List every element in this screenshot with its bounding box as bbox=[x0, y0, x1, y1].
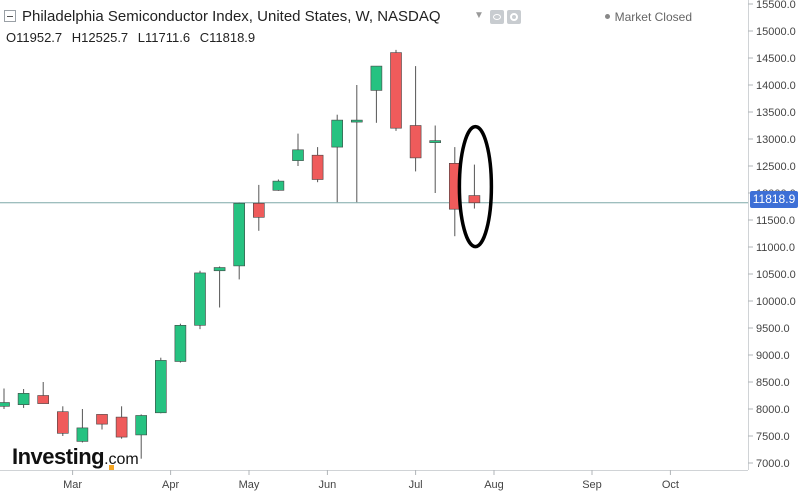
y-tick-label: 9000.0 bbox=[756, 350, 790, 362]
y-tick-label: 10000.0 bbox=[756, 296, 796, 308]
y-tick-label: 12500.0 bbox=[756, 161, 796, 173]
candle-body-down bbox=[409, 125, 422, 159]
candle bbox=[37, 382, 50, 404]
candle-body-up bbox=[213, 267, 226, 272]
logo-suffix: .com bbox=[104, 451, 139, 468]
caret-down-icon[interactable]: ▼ bbox=[474, 10, 484, 21]
market-status: Market Closed bbox=[604, 10, 692, 24]
candle bbox=[429, 125, 442, 193]
candle-body-up bbox=[194, 272, 206, 326]
candle-body-down bbox=[468, 195, 481, 204]
y-tick-label: 9500.0 bbox=[756, 323, 790, 335]
candle-body-down bbox=[311, 154, 324, 180]
candle-body-up bbox=[272, 180, 285, 191]
candle-body-up bbox=[174, 324, 187, 362]
candle-layer bbox=[0, 49, 481, 459]
x-tick-label: Jul bbox=[409, 479, 423, 491]
candle-body-up bbox=[331, 119, 344, 148]
candle-body-up bbox=[0, 402, 10, 407]
chart-title: Philadelphia Semiconductor Index, United… bbox=[22, 8, 441, 25]
annotation-layer bbox=[457, 124, 494, 249]
candle-body-up bbox=[76, 427, 89, 442]
eye-icon[interactable] bbox=[490, 10, 504, 24]
gear-icon[interactable] bbox=[507, 10, 521, 24]
candle-body-up bbox=[135, 415, 147, 436]
candle bbox=[272, 179, 285, 191]
candle-body-up bbox=[292, 149, 304, 161]
y-tick-label: 13000.0 bbox=[756, 134, 796, 146]
candle bbox=[311, 147, 324, 183]
y-tick-label: 7500.0 bbox=[756, 431, 790, 443]
candle bbox=[135, 414, 147, 459]
candle-body-down bbox=[37, 395, 50, 404]
candle bbox=[350, 85, 363, 203]
y-tick-label: 8000.0 bbox=[756, 404, 790, 416]
ohlc-high: H12525.7 bbox=[71, 30, 129, 45]
y-tick-label: 8500.0 bbox=[756, 377, 790, 389]
candle bbox=[409, 66, 422, 172]
y-tick-label: 7000.0 bbox=[756, 458, 790, 470]
candle bbox=[76, 409, 89, 443]
candle-body-down bbox=[115, 416, 128, 438]
candle bbox=[213, 266, 226, 308]
candle bbox=[233, 202, 245, 280]
ohlc-readout: O11952.7 H12525.7 L11711.6 C11818.9 bbox=[6, 30, 255, 45]
y-tick-label: 11500.0 bbox=[756, 215, 795, 227]
candle-body-up bbox=[155, 360, 167, 414]
x-tick-label: Apr bbox=[162, 479, 179, 491]
candle bbox=[194, 270, 206, 330]
y-tick-label: 11000.0 bbox=[756, 242, 795, 254]
candle-body-down bbox=[253, 202, 265, 218]
chart-header: Philadelphia Semiconductor Index, United… bbox=[0, 0, 748, 50]
candle bbox=[370, 65, 383, 123]
candle-body-up bbox=[350, 119, 363, 123]
candle bbox=[253, 184, 265, 231]
candle bbox=[115, 406, 128, 439]
candle bbox=[0, 388, 10, 409]
candle-body-up bbox=[429, 140, 442, 143]
candle-body-up bbox=[17, 393, 30, 405]
candle-body-down bbox=[56, 411, 69, 434]
y-tick-label: 10500.0 bbox=[756, 269, 796, 281]
candle bbox=[390, 49, 402, 131]
investing-logo: Investing.com bbox=[12, 444, 139, 470]
x-tick-label: May bbox=[239, 479, 260, 491]
y-tick-label: 15000.0 bbox=[756, 26, 796, 38]
logo-dot-icon bbox=[109, 465, 114, 470]
logo-brand: Investing bbox=[12, 444, 105, 469]
candle-body-down bbox=[96, 414, 108, 425]
candle bbox=[96, 414, 108, 430]
candle bbox=[56, 406, 69, 436]
x-tick-label: Oct bbox=[662, 479, 679, 491]
x-tick-label: Jun bbox=[319, 479, 337, 491]
x-tick-label: Aug bbox=[484, 479, 504, 491]
candle bbox=[17, 389, 30, 408]
x-tick-label: Sep bbox=[582, 479, 602, 491]
y-tick-label: 14000.0 bbox=[756, 80, 796, 92]
candle bbox=[331, 114, 344, 203]
candle-body-up bbox=[233, 202, 245, 267]
candle bbox=[292, 133, 304, 166]
collapse-icon[interactable] bbox=[4, 10, 16, 22]
y-tick-label: 14500.0 bbox=[756, 53, 796, 65]
current-price-tag: 11818.9 bbox=[750, 191, 798, 208]
ohlc-open: O11952.7 bbox=[6, 30, 63, 45]
candle bbox=[155, 357, 167, 414]
ohlc-close: C11818.9 bbox=[199, 30, 256, 45]
candle-body-down bbox=[390, 52, 402, 129]
y-tick-label: 13500.0 bbox=[756, 107, 796, 119]
y-tick-label: 15500.0 bbox=[756, 0, 796, 11]
status-dot-icon bbox=[604, 14, 610, 20]
x-tick-label: Mar bbox=[63, 479, 82, 491]
candle bbox=[468, 164, 481, 209]
ohlc-low: L11711.6 bbox=[137, 30, 191, 45]
candle-body-up bbox=[370, 65, 383, 91]
candle bbox=[174, 323, 187, 363]
annotation-ellipse bbox=[457, 124, 494, 249]
